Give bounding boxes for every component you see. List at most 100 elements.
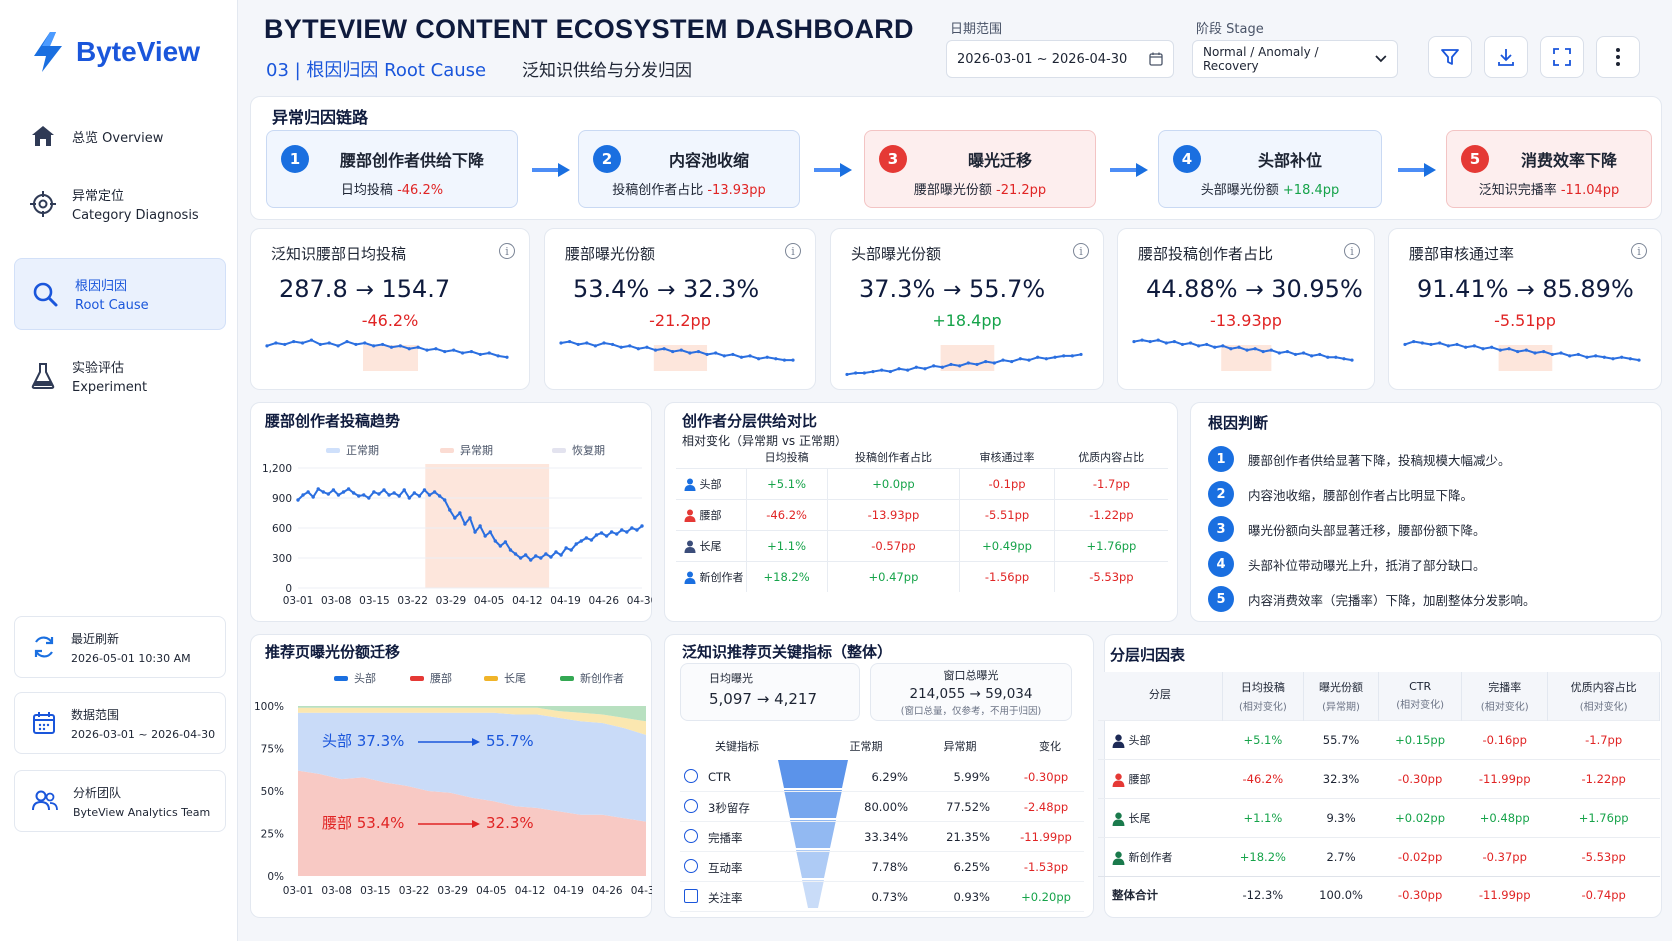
share-legend-item[interactable]: 长尾: [484, 670, 526, 686]
info-team: 分析团队 ByteView Analytics Team: [14, 770, 226, 832]
chat-icon: [684, 859, 698, 873]
nav-diagnosis-en: Category Diagnosis: [72, 208, 199, 223]
supply-cell: -5.51pp: [959, 499, 1055, 530]
layer-row-label: 头部: [1098, 720, 1222, 759]
sparkline-point: [1438, 341, 1442, 345]
layer-cell: +1.76pp: [1578, 810, 1629, 825]
chain-step-2[interactable]: 2 内容池收缩 投稿创作者占比 -13.93pp: [578, 130, 800, 208]
layer-column-title: 日均投稿: [1240, 680, 1285, 694]
layer-row: 头部 +5.1% 55.7% +0.15pp -0.16pp -1.7pp: [1098, 720, 1660, 759]
sparkline-point: [363, 341, 367, 345]
trend-point: [625, 530, 629, 534]
share-legend-item[interactable]: 头部: [334, 670, 376, 686]
sparkline-point: [1277, 351, 1281, 355]
arrow-right-icon: →: [1245, 278, 1264, 303]
filter-button[interactable]: [1428, 36, 1472, 78]
sparkline-point: [469, 349, 474, 354]
layer-total-label: 整体合计: [1112, 888, 1158, 903]
funnel-metric-name: 完播率: [708, 831, 743, 845]
sparkline-point: [774, 357, 778, 361]
root-cause-number: 3: [1208, 516, 1234, 542]
kpi-delta: -5.51pp: [1494, 311, 1556, 330]
clock-icon: [684, 829, 698, 843]
fullscreen-button[interactable]: [1540, 36, 1584, 78]
download-button[interactable]: [1484, 36, 1528, 78]
chain-metric-delta: -11.04pp: [1560, 183, 1620, 198]
nav-overview-en: Overview: [102, 130, 164, 146]
info-icon[interactable]: i: [1344, 243, 1360, 259]
info-icon[interactable]: i: [499, 243, 515, 259]
trend-point: [604, 534, 609, 538]
sparkline-point: [722, 354, 726, 358]
x-tick-label: 03-22: [399, 885, 430, 897]
trend-point: [498, 544, 503, 548]
sparkline-point: [1148, 339, 1152, 344]
layer-row-name: 头部: [1128, 733, 1151, 747]
nav-category-diagnosis[interactable]: 异常定位 Category Diagnosis: [14, 168, 226, 240]
sparkline-point: [1559, 351, 1563, 355]
trend-point: [503, 540, 508, 544]
root-cause-item: 4 头部补位带动曝光上升，抵消了部分缺口。: [1208, 551, 1486, 577]
filter-icon: [1441, 49, 1459, 65]
chain-step-5[interactable]: 5 消费效率下降 泛知识完播率 -11.04pp: [1446, 130, 1652, 208]
layer-column-title: 分层: [1148, 688, 1171, 702]
share-legend-item[interactable]: 新创作者: [560, 670, 624, 686]
nav-experiment-en: Experiment: [72, 380, 148, 395]
funnel-row: 3秒留存 80.00% 77.52% -2.48pp: [680, 794, 1084, 822]
chevron-down-icon: [1375, 55, 1387, 63]
root-cause-number: 1: [1208, 446, 1234, 472]
trend-point: [417, 494, 422, 498]
kpi-title: 头部曝光份额: [851, 245, 942, 263]
download-icon: [1498, 49, 1514, 66]
sparkline-point: [398, 344, 402, 348]
x-tick-label: 04-26: [592, 885, 623, 897]
right-arrow-icon: [814, 163, 852, 177]
sparkline-point: [354, 342, 358, 347]
trend-point: [351, 491, 356, 495]
supply-row-label: 腰部: [676, 499, 746, 530]
chain-step-4[interactable]: 4 头部补位 头部曝光份额 +18.4pp: [1158, 130, 1382, 208]
funnel-stage: [790, 820, 836, 848]
stage-select[interactable]: Normal / Anomaly / Recovery: [1192, 40, 1398, 78]
trend-point: [367, 496, 371, 500]
nav-root-cause[interactable]: 根因归因 Root Cause: [14, 258, 226, 330]
trend-legend-recovery-label: 恢复期: [572, 444, 605, 457]
trend-point: [432, 490, 437, 494]
chain-step-1[interactable]: 1 腰部创作者供给下降 日均投稿 -46.2%: [266, 130, 518, 208]
trend-point: [321, 490, 325, 494]
layer-column-subtitle: (相对变化): [1238, 701, 1287, 713]
logo[interactable]: ByteView: [28, 30, 200, 74]
sparkline-point: [1516, 349, 1520, 354]
chain-step-3[interactable]: 3 曝光迁移 腰部曝光份额 -21.2pp: [864, 130, 1096, 208]
layer-column-header: 日均投稿 (相对变化): [1222, 672, 1305, 720]
chain-metric-label: 腰部曝光份额: [913, 183, 992, 198]
trend-point: [296, 498, 300, 502]
layer-total-cell: -12.3%: [1242, 888, 1284, 903]
info-icon[interactable]: i: [1631, 243, 1647, 259]
sparkline-point: [425, 348, 429, 352]
more-button[interactable]: [1596, 36, 1640, 78]
kpi-from: 37.3%: [859, 275, 936, 303]
sparkline-point: [593, 344, 597, 348]
anomaly-band: [425, 464, 550, 588]
info-icon[interactable]: i: [785, 243, 801, 259]
sparkline: [560, 340, 793, 362]
sparkline-point: [416, 345, 420, 349]
sparkline-point: [854, 371, 858, 375]
funnel-anomaly: 0.93%: [953, 890, 990, 904]
sparkline-point: [757, 357, 761, 361]
nav-overview[interactable]: 总览 Overview: [14, 100, 226, 172]
info-icon[interactable]: i: [1073, 243, 1089, 259]
sparkline-point: [300, 341, 305, 345]
layer-row-name: 腰部: [1128, 772, 1151, 786]
date-range-picker[interactable]: 2026-03-01 ~ 2026-04-30: [946, 40, 1174, 78]
chain-step-title: 腰部创作者供给下降: [339, 151, 484, 170]
supply-column-header: 日均投稿: [764, 450, 809, 464]
chain-step-title: 内容池收缩: [668, 151, 749, 170]
arrow-right-icon: →: [1516, 278, 1535, 303]
layer-column-subtitle: (相对变化): [1480, 701, 1529, 713]
nav-experiment[interactable]: 实验评估 Experiment: [14, 340, 226, 412]
supply-cell: -5.53pp: [1053, 561, 1168, 592]
share-legend-item[interactable]: 腰部: [410, 670, 452, 686]
